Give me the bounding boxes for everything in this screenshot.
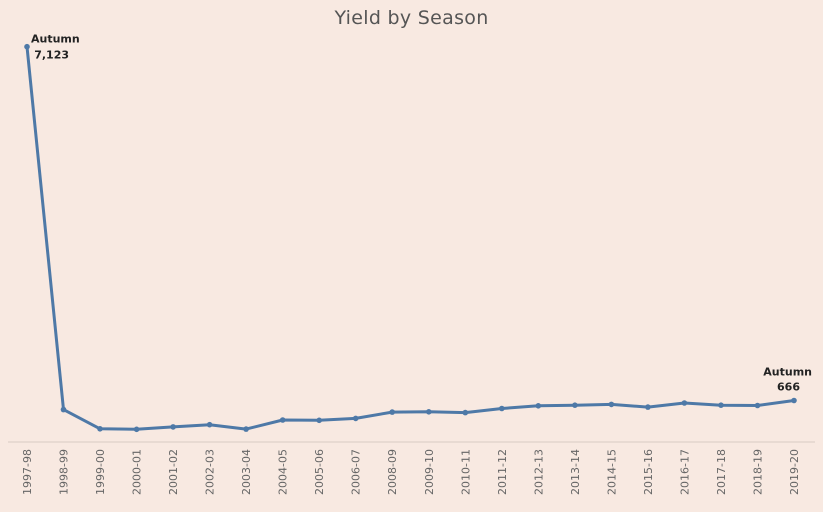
x-tick-label: 2005-06 [313, 449, 326, 495]
data-point [97, 426, 103, 432]
data-point [535, 403, 542, 409]
data-point [316, 417, 323, 424]
data-point [718, 402, 724, 409]
annotation-value: 666 [777, 381, 800, 394]
annotation-label: Autumn [763, 366, 812, 379]
x-tick-label: 2001-02 [167, 449, 180, 495]
x-tick-label: 2009-10 [423, 449, 436, 495]
x-tick-label: 2014-15 [605, 449, 618, 495]
data-point [133, 426, 140, 433]
data-point [170, 424, 176, 430]
series-line [25, 45, 796, 431]
x-tick-label: 1998-99 [58, 449, 71, 495]
x-tick-label: 2016-17 [678, 449, 691, 495]
x-tick-label: 2002-03 [204, 449, 217, 495]
data-point [645, 404, 651, 410]
data-point [608, 401, 615, 408]
data-point [352, 415, 359, 422]
data-point [24, 43, 30, 50]
data-point [279, 417, 286, 423]
data-point [754, 402, 761, 409]
x-tick-label: 2015-16 [642, 449, 655, 495]
x-tick-label: 2019-20 [788, 449, 801, 495]
x-tick-label: 2004-05 [277, 449, 290, 495]
x-tick-label: 2008-09 [386, 449, 399, 495]
data-points [24, 43, 797, 433]
x-tick-label: 2017-18 [715, 449, 728, 495]
annotation-value: 7,123 [34, 49, 69, 62]
data-point [572, 402, 578, 409]
x-tick-label: 2012-13 [532, 449, 545, 495]
data-labels: Autumn 7,123 Autumn 666 [31, 33, 812, 394]
data-point [499, 405, 505, 412]
x-tick-label: 2010-11 [459, 449, 472, 495]
data-point [791, 397, 797, 404]
data-point [389, 409, 396, 415]
x-tick-label: 1997-98 [21, 449, 34, 495]
x-tick-label: 2011-12 [496, 449, 509, 495]
data-point [462, 409, 469, 416]
data-point [243, 426, 249, 432]
data-point [681, 400, 688, 406]
chart-title: Yield by Season [334, 7, 489, 29]
data-point [206, 421, 213, 428]
x-tick-label: 2000-01 [131, 449, 144, 495]
x-tick-label: 2003-04 [240, 449, 253, 495]
x-tick-label: 1999-00 [94, 449, 107, 495]
x-tick-labels: 1997-98 1998-99 1999-00 2000-01 2001-02 2002-… [21, 449, 801, 495]
annotation-label: Autumn [31, 33, 80, 46]
x-tick-label: 2018-19 [752, 449, 765, 495]
x-tick-label: 2006-07 [350, 449, 363, 495]
data-point [60, 406, 67, 413]
data-point [426, 409, 432, 415]
x-tick-label: 2013-14 [569, 449, 582, 495]
